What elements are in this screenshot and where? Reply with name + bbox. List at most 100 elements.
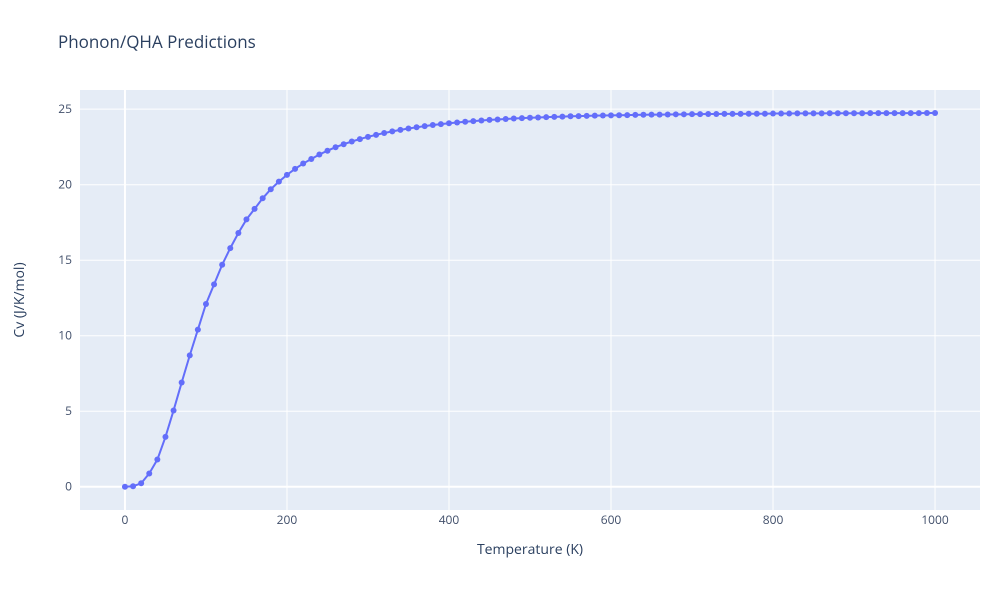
data-point[interactable]	[730, 111, 736, 117]
data-point[interactable]	[673, 111, 679, 117]
data-point[interactable]	[721, 111, 727, 117]
data-point[interactable]	[592, 113, 598, 119]
data-point[interactable]	[276, 179, 282, 185]
data-point[interactable]	[243, 216, 249, 222]
data-point[interactable]	[187, 352, 193, 358]
data-point[interactable]	[859, 110, 865, 116]
data-point[interactable]	[835, 110, 841, 116]
data-point[interactable]	[470, 118, 476, 124]
data-point[interactable]	[584, 113, 590, 119]
data-point[interactable]	[527, 115, 533, 121]
data-point[interactable]	[916, 110, 922, 116]
data-point[interactable]	[883, 110, 889, 116]
data-point[interactable]	[681, 111, 687, 117]
data-point[interactable]	[300, 161, 306, 167]
data-point[interactable]	[576, 113, 582, 119]
data-point[interactable]	[819, 110, 825, 116]
data-point[interactable]	[308, 156, 314, 162]
data-point[interactable]	[365, 134, 371, 140]
data-point[interactable]	[827, 110, 833, 116]
data-point[interactable]	[219, 262, 225, 268]
plot-svg[interactable]	[80, 90, 980, 510]
data-point[interactable]	[171, 407, 177, 413]
data-point[interactable]	[179, 380, 185, 386]
data-point[interactable]	[162, 434, 168, 440]
data-point[interactable]	[843, 110, 849, 116]
data-point[interactable]	[397, 127, 403, 133]
data-point[interactable]	[754, 111, 760, 117]
data-point[interactable]	[705, 111, 711, 117]
data-point[interactable]	[519, 115, 525, 121]
data-point[interactable]	[900, 110, 906, 116]
data-point[interactable]	[227, 245, 233, 251]
data-point[interactable]	[867, 110, 873, 116]
data-point[interactable]	[316, 151, 322, 157]
data-point[interactable]	[422, 123, 428, 129]
data-point[interactable]	[389, 128, 395, 134]
data-point[interactable]	[600, 113, 606, 119]
data-point[interactable]	[608, 112, 614, 118]
data-point[interactable]	[932, 110, 938, 116]
data-point[interactable]	[154, 457, 160, 463]
data-point[interactable]	[373, 132, 379, 138]
data-point[interactable]	[333, 144, 339, 150]
data-point[interactable]	[892, 110, 898, 116]
data-point[interactable]	[794, 110, 800, 116]
data-point[interactable]	[405, 126, 411, 132]
data-point[interactable]	[462, 119, 468, 125]
data-point[interactable]	[908, 110, 914, 116]
data-point[interactable]	[697, 111, 703, 117]
data-point[interactable]	[568, 113, 574, 119]
data-point[interactable]	[616, 112, 622, 118]
data-point[interactable]	[632, 112, 638, 118]
data-point[interactable]	[689, 111, 695, 117]
data-point[interactable]	[357, 136, 363, 142]
data-point[interactable]	[122, 484, 128, 490]
data-point[interactable]	[657, 112, 663, 118]
data-point[interactable]	[138, 480, 144, 486]
data-point[interactable]	[252, 206, 258, 212]
data-point[interactable]	[284, 172, 290, 178]
data-point[interactable]	[665, 111, 671, 117]
data-point[interactable]	[438, 121, 444, 127]
data-point[interactable]	[511, 116, 517, 122]
data-point[interactable]	[811, 110, 817, 116]
data-point[interactable]	[802, 110, 808, 116]
data-point[interactable]	[851, 110, 857, 116]
data-point[interactable]	[770, 111, 776, 117]
data-point[interactable]	[924, 110, 930, 116]
data-point[interactable]	[738, 111, 744, 117]
data-point[interactable]	[446, 120, 452, 126]
data-point[interactable]	[292, 166, 298, 172]
data-point[interactable]	[762, 111, 768, 117]
data-point[interactable]	[495, 116, 501, 122]
data-point[interactable]	[713, 111, 719, 117]
data-point[interactable]	[324, 148, 330, 154]
data-point[interactable]	[551, 114, 557, 120]
data-point[interactable]	[268, 186, 274, 192]
data-point[interactable]	[778, 111, 784, 117]
data-point[interactable]	[535, 114, 541, 120]
data-point[interactable]	[786, 111, 792, 117]
data-point[interactable]	[414, 124, 420, 130]
data-point[interactable]	[559, 114, 565, 120]
data-point[interactable]	[478, 118, 484, 124]
data-point[interactable]	[649, 112, 655, 118]
data-point[interactable]	[543, 114, 549, 120]
data-point[interactable]	[260, 195, 266, 201]
data-point[interactable]	[211, 281, 217, 287]
data-point[interactable]	[624, 112, 630, 118]
data-point[interactable]	[875, 110, 881, 116]
data-point[interactable]	[746, 111, 752, 117]
data-point[interactable]	[640, 112, 646, 118]
data-point[interactable]	[130, 483, 136, 489]
data-point[interactable]	[486, 117, 492, 123]
data-point[interactable]	[203, 301, 209, 307]
data-point[interactable]	[235, 230, 241, 236]
data-point[interactable]	[430, 122, 436, 128]
data-point[interactable]	[503, 116, 509, 122]
data-point[interactable]	[381, 130, 387, 136]
data-point[interactable]	[146, 470, 152, 476]
data-point[interactable]	[341, 141, 347, 147]
data-point[interactable]	[454, 119, 460, 125]
